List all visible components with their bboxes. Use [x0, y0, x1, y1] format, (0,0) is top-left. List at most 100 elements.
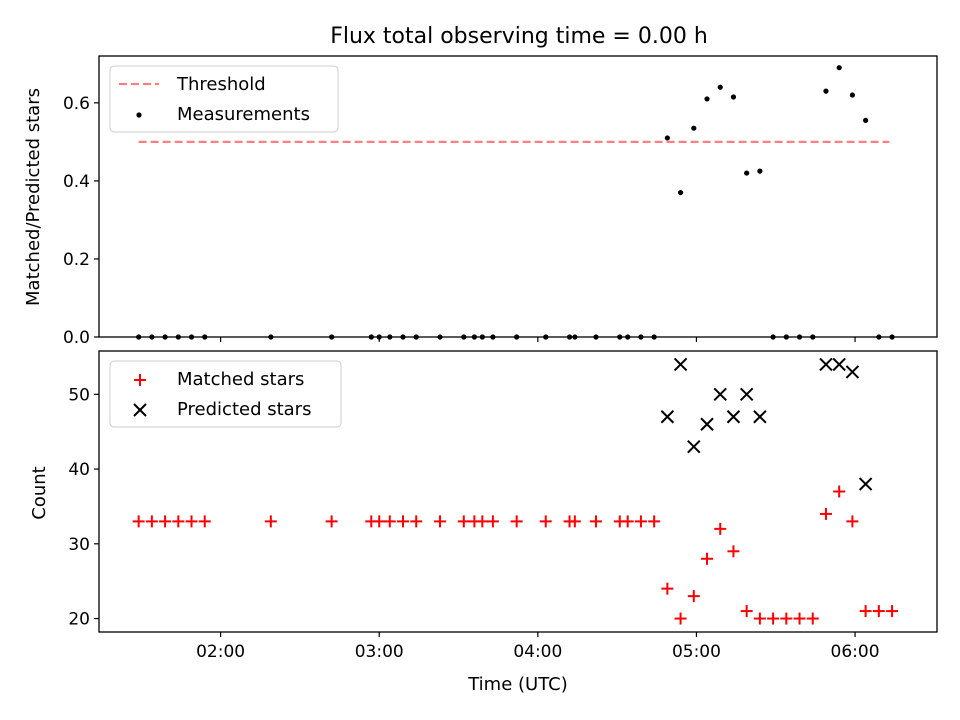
top-legend-box — [109, 65, 339, 133]
predicted-star-b — [739, 387, 754, 402]
matched-star-point — [674, 612, 687, 625]
matched-star-point — [539, 515, 552, 528]
matched-star-point — [793, 612, 806, 625]
bottom-y-tick-label: 50 — [68, 385, 90, 405]
bottom-axes-frame — [98, 350, 938, 633]
predicted-legend-label: Predicted stars — [177, 399, 311, 420]
top-y-tick-label: 0.4 — [63, 172, 90, 192]
predicted-star-b — [726, 410, 741, 424]
predicted-star-point — [739, 387, 754, 402]
top-panel: 0.0 0.2 0.4 0.6 Matched/Predicted stars Thr… — [23, 55, 938, 348]
predicted-star-b — [687, 439, 701, 454]
matched-star-point — [806, 612, 819, 625]
matched-star-point — [383, 515, 396, 528]
matched-star-point — [457, 515, 470, 528]
matched-star-point — [397, 515, 410, 528]
predicted-star-b — [673, 357, 688, 372]
matched-star-point — [621, 515, 634, 528]
predicted-star-b — [753, 410, 767, 424]
matched-star-point — [833, 485, 846, 498]
matched-star-point — [410, 515, 423, 528]
measurement-point — [704, 96, 710, 102]
bottom-x-tick-label: 02:00 — [196, 642, 245, 662]
matched-star-point — [568, 515, 581, 528]
measurement-point — [836, 65, 842, 71]
bottom-x-tick-label: 06:00 — [831, 642, 880, 662]
bottom-x-tick-label: 04:00 — [513, 642, 562, 662]
bottom-x-tick-label: 05:00 — [672, 642, 721, 662]
top-y-axis-label: Matched/Predicted stars — [23, 88, 44, 306]
predicted-star-b — [819, 357, 833, 372]
top-axes-frame — [98, 55, 938, 338]
matched-star-point — [264, 515, 277, 528]
predicted-star-point — [700, 417, 714, 431]
bottom-y-tick-label: 40 — [68, 460, 90, 480]
top-legend: Threshold Measurements — [109, 65, 339, 133]
threshold-legend-label: Threshold — [176, 74, 266, 95]
measurement-point — [757, 168, 763, 174]
matched-star-point — [714, 522, 727, 535]
top-y-tick-label: 0.2 — [63, 250, 90, 270]
matched-star-point — [661, 582, 674, 595]
predicted-star-point — [819, 357, 833, 372]
matched-star-point — [159, 515, 172, 528]
predicted-star-b — [858, 477, 873, 491]
matched-star-point — [634, 515, 647, 528]
measurement-point — [863, 117, 869, 123]
measurement-point — [691, 125, 697, 131]
matched-star-point — [872, 605, 885, 618]
measurement-point — [823, 88, 829, 94]
matched-star-point — [727, 545, 740, 558]
matched-star-point — [846, 515, 859, 528]
predicted-legend-marker — [133, 403, 147, 417]
predicted-star-point — [858, 477, 873, 491]
predicted-star-point — [713, 387, 727, 402]
bottom-legend-box — [109, 360, 342, 428]
measurement-point — [677, 189, 684, 196]
matched-star-point — [589, 515, 602, 528]
matched-star-point — [373, 515, 386, 528]
matched-star-point — [325, 515, 338, 528]
measurement-point — [730, 94, 737, 100]
matched-star-point — [510, 515, 523, 528]
predicted-star-b — [660, 410, 675, 424]
matched-legend-label: Matched stars — [177, 369, 304, 390]
bottom-x-ticks: 02:00 03:00 04:00 05:00 06:00 — [196, 632, 880, 662]
predicted-star-point — [845, 365, 860, 379]
top-y-tick-label: 0.0 — [63, 328, 90, 348]
predicted-star-point — [726, 410, 741, 424]
predicted-star-point — [660, 410, 675, 424]
matched-star-point — [132, 515, 145, 528]
top-x-ticks — [220, 337, 856, 342]
measurement-point — [664, 135, 670, 141]
predicted-star-point — [753, 410, 767, 424]
matched-star-point — [687, 590, 700, 603]
matched-star-point — [198, 515, 211, 528]
predicted-star-point — [673, 357, 688, 372]
bottom-y-tick-label: 30 — [68, 535, 90, 555]
predicted-star-b — [845, 365, 860, 379]
bottom-legend: Matched stars Predicted stars — [109, 360, 342, 428]
matched-star-point — [886, 605, 899, 618]
matched-star-point — [172, 515, 185, 528]
matched-star-point — [753, 612, 766, 625]
measurement-point — [849, 92, 856, 98]
matched-star-point — [767, 612, 780, 625]
matched-star-point — [434, 515, 447, 528]
matched-star-point — [486, 515, 499, 528]
measurement-point — [717, 84, 723, 90]
predicted-star-b — [832, 357, 846, 372]
top-y-tick-label: 0.6 — [63, 94, 90, 114]
matched-star-point — [145, 515, 158, 528]
x-axis-label: Time (UTC) — [467, 674, 568, 695]
bottom-y-tick-label: 20 — [68, 610, 90, 630]
bottom-y-ticks: 20 30 40 50 — [68, 385, 99, 630]
bottom-marks — [132, 357, 899, 625]
bottom-panel: 20 30 40 50 02:00 03:00 04:00 05:00 06:00 Count… — [29, 350, 938, 695]
predicted-star-b — [713, 387, 727, 402]
top-y-ticks: 0.0 0.2 0.4 0.6 — [63, 94, 99, 348]
matched-star-point — [648, 515, 661, 528]
matched-star-point — [185, 515, 198, 528]
matched-star-point — [859, 605, 872, 618]
